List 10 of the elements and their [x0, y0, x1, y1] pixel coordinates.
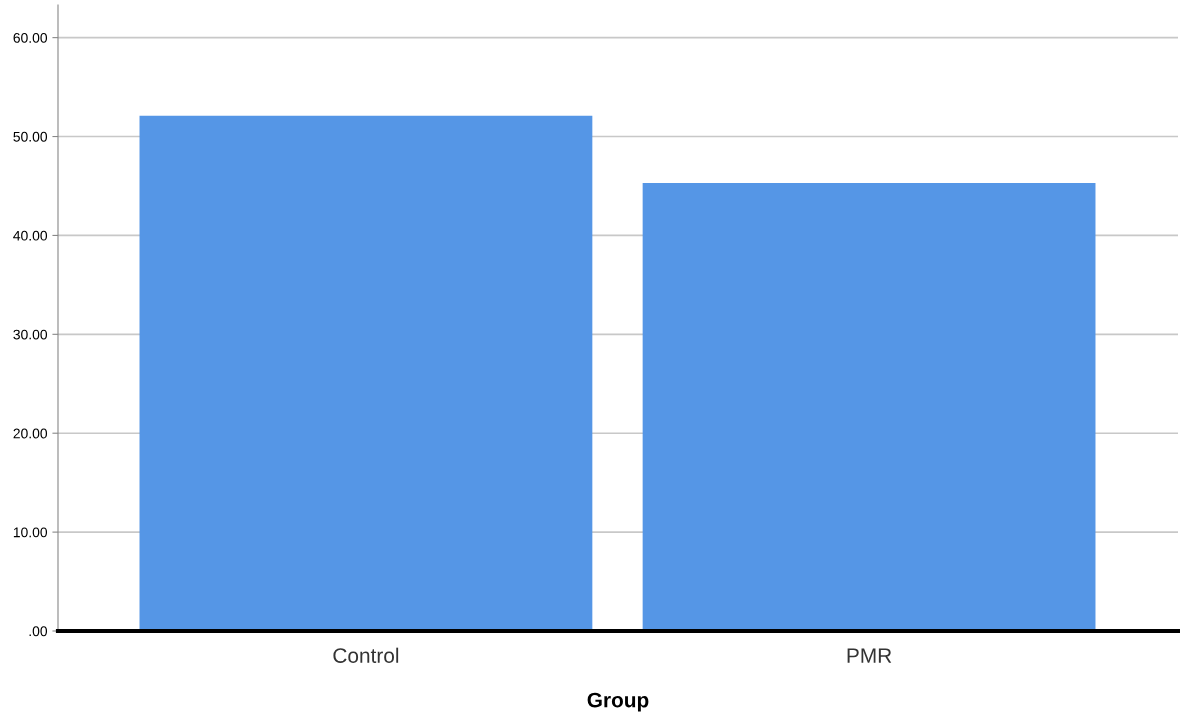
y-tick-label: 30.00: [13, 329, 48, 340]
y-tick-label: .00: [29, 626, 48, 637]
y-tick-label: 60.00: [13, 32, 48, 43]
x-tick-label: Control: [333, 647, 399, 663]
y-tick-label: 40.00: [13, 230, 48, 241]
x-tick-label: PMR: [847, 648, 892, 663]
x-axis-title: Group: [587, 692, 649, 712]
y-tick-label: 10.00: [13, 527, 48, 538]
y-tick-label: 20.00: [13, 428, 48, 439]
y-tick-label: 50.00: [13, 131, 48, 142]
